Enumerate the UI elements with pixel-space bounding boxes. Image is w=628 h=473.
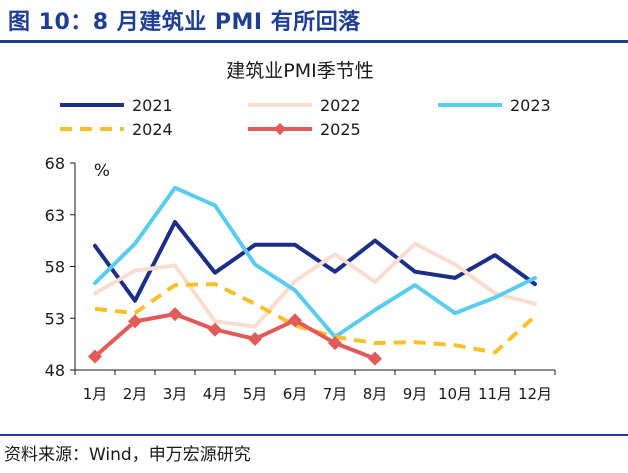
chart-series [88, 185, 537, 366]
y-tick-label: 68 [45, 154, 65, 173]
data-point-2025 [328, 336, 342, 351]
x-tick-label: 10月 [438, 385, 472, 403]
series-line-2022 [93, 241, 537, 329]
source-note: 资料来源：Wind，申万宏源研究 [4, 445, 251, 465]
series-line-2025 [93, 312, 377, 361]
legend-label-2022: 2022 [320, 96, 361, 115]
source-divider [0, 434, 628, 436]
x-tick-label: 9月 [403, 385, 428, 403]
pmi-seasonality-chart: 建筑业PMI季节性 % 2021 2022 2023 2024 2025 48 53 58 6… [45, 60, 556, 403]
series-line-2021 [93, 220, 537, 303]
y-axis-unit: % [94, 161, 110, 181]
data-point-2025 [288, 313, 302, 328]
y-tick-label: 48 [45, 361, 65, 380]
x-tick-label: 3月 [163, 385, 188, 403]
data-point-2025 [168, 307, 182, 322]
x-tick-label: 6月 [283, 385, 308, 403]
data-point-2025 [88, 349, 102, 364]
legend-label-2023: 2023 [510, 96, 551, 115]
legend-label-2025: 2025 [320, 120, 361, 139]
y-tick-label: 63 [45, 206, 65, 225]
figure-title: 图 10：8 月建筑业 PMI 有所回落 [8, 10, 361, 35]
series-line-2024 [94, 282, 537, 355]
x-tick-label: 7月 [323, 385, 348, 403]
x-tick-label: 12月 [518, 385, 552, 403]
legend-label-2024: 2024 [132, 120, 173, 139]
chart-title: 建筑业PMI季节性 [226, 60, 373, 82]
data-point-2025 [368, 351, 382, 366]
y-tick-label: 53 [45, 309, 65, 328]
title-underline [0, 40, 628, 43]
chart-legend: 2021 2022 2023 2024 2025 [60, 96, 551, 139]
x-tick-label: 5月 [243, 385, 268, 403]
x-tick-label: 4月 [203, 385, 228, 403]
data-point-2025 [208, 322, 222, 337]
x-tick-label: 2月 [123, 385, 148, 403]
legend-label-2021: 2021 [132, 96, 173, 115]
series-line-2023 [93, 185, 537, 339]
data-point-2025 [128, 314, 142, 329]
data-point-2025 [248, 331, 262, 346]
x-tick-label: 11月 [478, 385, 512, 403]
y-tick-label: 58 [45, 258, 65, 277]
x-tick-label: 8月 [363, 385, 388, 403]
legend-marker-2025 [274, 123, 286, 135]
chart-axes: 48 53 58 63 68 1月 2月 3月 4月 5月 6月 7月 8月 9月 10月 11月 12月 [45, 154, 556, 403]
x-tick-label: 1月 [83, 385, 108, 403]
